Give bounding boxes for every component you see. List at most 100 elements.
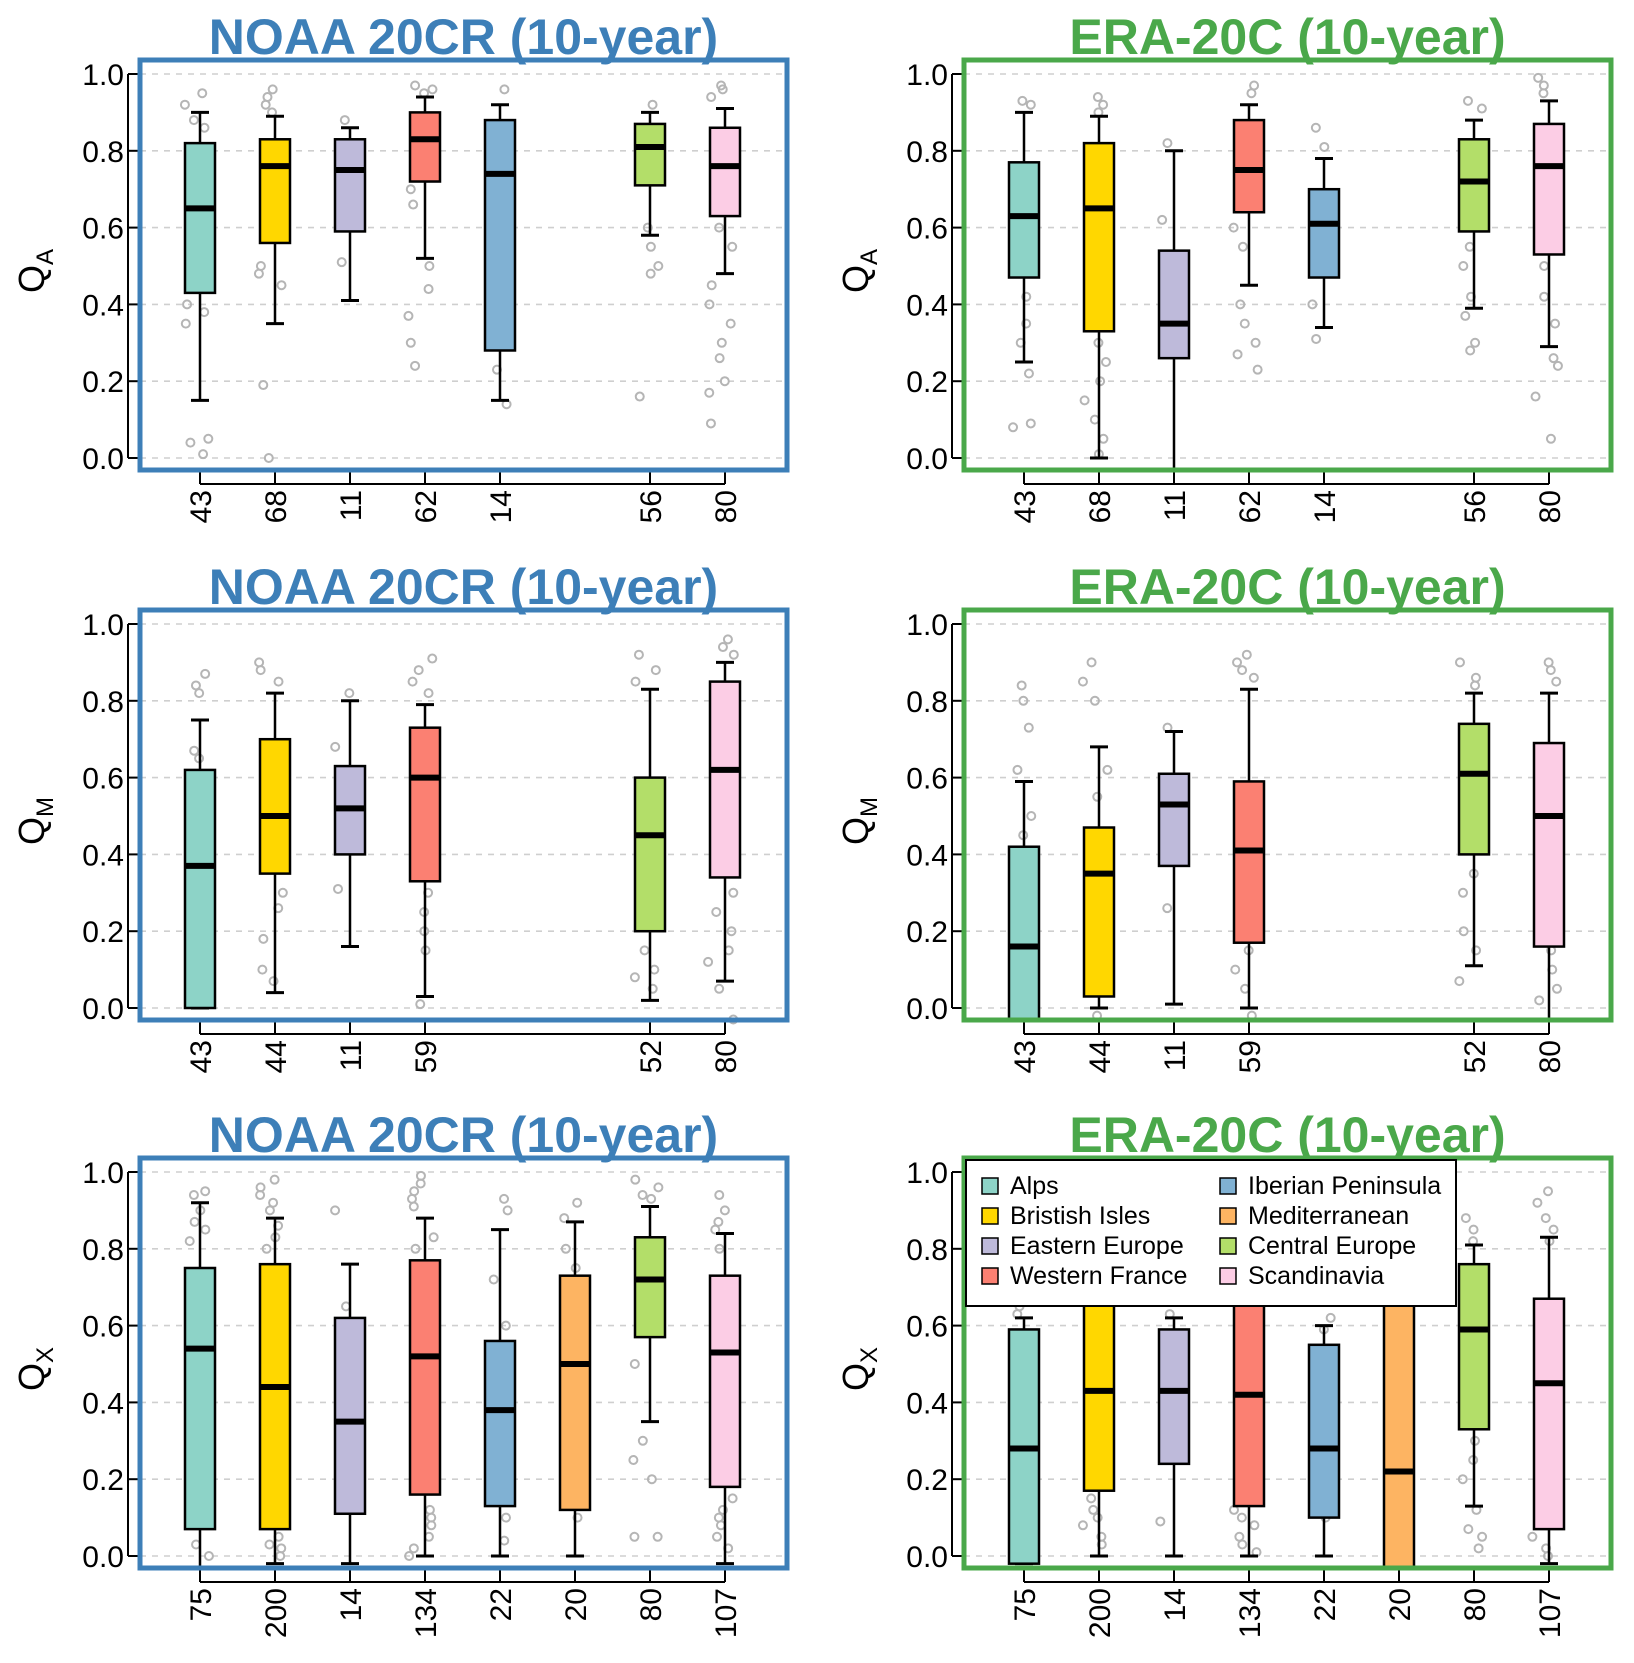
y-tick-label: 0.0 (82, 443, 124, 476)
box-central-europe (1457, 722, 1491, 856)
outlier-point (1100, 357, 1111, 367)
outlier-point (1311, 333, 1322, 344)
outlier-point (639, 945, 650, 956)
outlier-point (404, 1551, 415, 1561)
panel-frame (961, 1155, 1614, 1571)
outlier-point (499, 1193, 510, 1204)
panel-title: ERA-20C (10-year) (1069, 9, 1505, 65)
x-tick-label: 80 (710, 1040, 743, 1073)
x-tick-label: 107 (1534, 1588, 1567, 1638)
x-tick-label: 44 (1084, 1040, 1117, 1073)
outlier-point (258, 380, 269, 391)
outlier-point (1458, 261, 1469, 271)
outlier-point (1476, 103, 1487, 114)
outlier-point (714, 983, 725, 994)
outlier-point (413, 665, 424, 676)
x-tick-label: 56 (635, 490, 668, 523)
box-eastern-europe (1157, 1328, 1191, 1466)
x-tick-label: 68 (260, 490, 293, 523)
outlier-point (1236, 1512, 1247, 1523)
box-bristish-isles (1082, 141, 1116, 333)
outlier-point (258, 933, 269, 944)
outlier-point (1462, 95, 1473, 106)
y-tick-label: 0.6 (906, 763, 948, 796)
y-tick-label: 1.0 (906, 1157, 948, 1190)
box-western-france (1232, 780, 1266, 944)
outlier-point (339, 115, 350, 126)
outlier-point (705, 418, 716, 429)
outlier-point (1454, 976, 1465, 987)
y-axis-label: QA (11, 249, 59, 293)
outlier-point (1458, 926, 1469, 937)
x-tick-label: 80 (1534, 490, 1567, 523)
box-bristish-isles (258, 138, 292, 245)
outlier-point (1088, 1504, 1099, 1515)
panel-5: 0.0 0.2 0.4 0.6 0.8 1.0 QX 75 200 14 134 22 20 80 107 N… (11, 1107, 790, 1638)
box-mediterranean (558, 1274, 592, 1512)
outlier-point (268, 976, 279, 987)
legend-label: Eastern Europe (1010, 1232, 1184, 1260)
x-tick-label: 11 (1159, 490, 1192, 521)
outlier-point (415, 1178, 426, 1189)
outlier-point (637, 1190, 648, 1201)
box-eastern-europe (333, 1316, 367, 1516)
box-iberian-peninsula (483, 1339, 517, 1508)
outlier-point (336, 257, 347, 268)
panel-title: ERA-20C (10-year) (1069, 1107, 1505, 1163)
y-tick-label: 0.0 (82, 1541, 124, 1574)
x-tick-label: 68 (1084, 490, 1117, 523)
outlier-point (1026, 811, 1037, 821)
y-tick-label: 0.4 (906, 1387, 948, 1420)
outlier-point (1533, 72, 1544, 83)
y-axis-label: QA (835, 249, 883, 293)
outlier-point (1012, 764, 1023, 775)
outlier-point (628, 1455, 639, 1465)
panel-frame (137, 1155, 790, 1571)
outlier-point (1086, 657, 1097, 668)
box-bristish-isles (258, 737, 292, 875)
outlier-point (1102, 764, 1113, 775)
outlier-point (1228, 222, 1239, 233)
outlier-point (1540, 1213, 1551, 1224)
x-tick-label: 52 (635, 1040, 668, 1073)
x-tick-label: 22 (485, 1588, 518, 1621)
outlier-point (1021, 291, 1032, 302)
outlier-point (1098, 99, 1109, 110)
panel-title: NOAA 20CR (10-year) (209, 9, 718, 65)
y-tick-label: 0.8 (906, 1234, 948, 1267)
outlier-point (189, 745, 200, 756)
outlier-point (260, 99, 271, 110)
x-tick-label: 20 (1384, 1588, 1417, 1621)
panel-3: 0.0 0.2 0.4 0.6 0.8 1.0 QM 43 44 11 59 52 80 NOAA 20C… (11, 559, 790, 1073)
x-tick-label: 44 (260, 1040, 293, 1073)
outlier-point (1246, 88, 1257, 99)
outlier-point (719, 1205, 730, 1216)
outlier-point (1539, 261, 1550, 271)
outlier-point (1162, 903, 1173, 914)
outlier-point (200, 668, 211, 679)
outlier-point (263, 453, 274, 463)
outlier-point (727, 241, 738, 252)
outlier-point (1458, 887, 1469, 898)
outlier-point (1460, 1213, 1471, 1224)
outlier-point (1532, 1197, 1543, 1208)
outlier-point (182, 299, 193, 310)
outlier-point (716, 337, 727, 348)
outlier-point (1021, 318, 1032, 329)
y-axis-label: QX (835, 1347, 883, 1391)
legend-swatch-alps (981, 1177, 999, 1195)
x-tick-label: 59 (410, 1040, 443, 1073)
y-tick-label: 0.2 (82, 1464, 124, 1497)
legend-label: Alps (1010, 1172, 1059, 1200)
outlier-point (1235, 299, 1246, 310)
box-western-france (408, 1259, 442, 1496)
outlier-point (1471, 945, 1482, 956)
panel-4: 0.0 0.2 0.4 0.6 0.8 1.0 QM 43 44 11 59 52 80 ERA-20C … (835, 559, 1614, 1073)
x-tick-label: 80 (1534, 1040, 1567, 1073)
outlier-point (1473, 1543, 1484, 1554)
outlier-point (1530, 391, 1541, 402)
y-tick-label: 0.8 (906, 686, 948, 719)
x-tick-label: 43 (1009, 1040, 1042, 1073)
x-tick-label: 43 (1009, 490, 1042, 523)
box-scandinavia (708, 1274, 742, 1489)
